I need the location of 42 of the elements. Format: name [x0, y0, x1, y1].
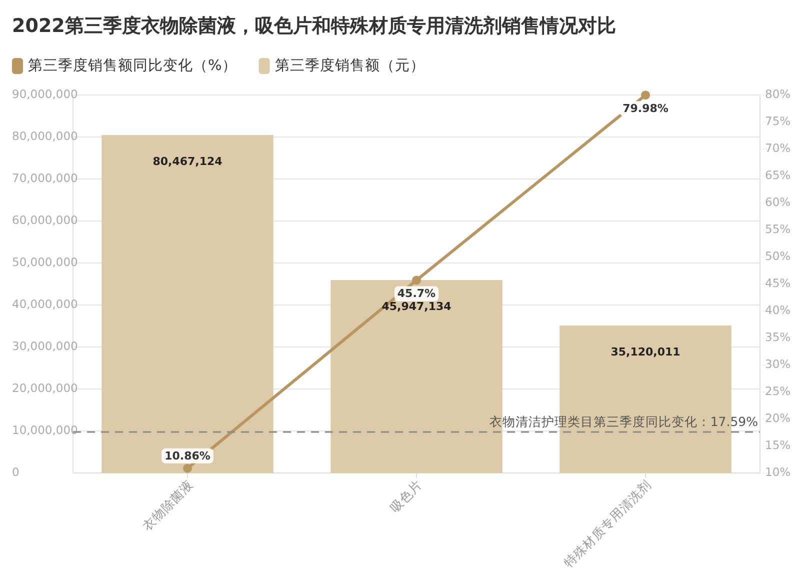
data-label: 45.7% [397, 287, 436, 300]
y-tick-label: 40,000,000 [12, 297, 78, 312]
legend-label: 第三季度销售额（元） [274, 56, 425, 74]
y-tick-label: 60,000,000 [12, 213, 78, 228]
y2-tick-label: 30% [765, 357, 791, 372]
y-tick-label: 0 [12, 465, 20, 480]
y2-tick-label: 25% [765, 384, 791, 398]
y-tick-label: 30,000,000 [12, 339, 78, 354]
y2-tick-label: 35% [765, 330, 791, 344]
data-label: 45,947,134 [382, 300, 452, 314]
y2-tick-label: 65% [765, 168, 791, 182]
point [183, 464, 192, 473]
data-label: 35,120,011 [610, 345, 680, 358]
y-tick-label: 80,000,000 [12, 129, 78, 144]
x-tick-label: 特殊材质专用清洗剂 [560, 476, 654, 570]
point [641, 90, 650, 100]
y-tick-label: 90,000,000 [12, 87, 78, 102]
y2-tick-label: 15% [765, 438, 791, 452]
y2-tick-label: 60% [765, 195, 791, 210]
y-tick-label: 10,000,000 [12, 423, 78, 438]
y2-tick-label: 55% [765, 222, 791, 236]
y2-tick-label: 70% [765, 141, 791, 156]
data-label: 80,467,124 [152, 155, 223, 168]
bar [330, 280, 502, 473]
y2-tick-label: 75% [765, 114, 791, 128]
x-tick-label: 吸色片 [386, 476, 426, 516]
legend-label: 第三季度销售额同比变化（%） [28, 56, 237, 74]
y2-tick-label: 40% [765, 303, 791, 318]
data-label: 10.86% [164, 449, 210, 462]
data-label: 79.98% [622, 102, 668, 116]
y2-tick-label: 50% [765, 249, 791, 264]
y2-tick-label: 45% [765, 276, 791, 290]
chart-title: 2022第三季度衣物除菌液，吸色片和特殊材质专用清洗剂销售情况对比 [12, 15, 616, 37]
point [412, 276, 421, 285]
y-tick-label: 20,000,000 [12, 381, 78, 396]
y2-tick-label: 20% [765, 411, 791, 426]
y-tick-label: 50,000,000 [12, 255, 78, 270]
y-tick-label: 70,000,000 [12, 171, 78, 186]
y2-tick-label: 80% [765, 87, 791, 102]
x-tick-label: 衣物除菌液 [139, 476, 196, 534]
bar [102, 135, 274, 473]
y2-tick-label: 10% [765, 465, 791, 480]
